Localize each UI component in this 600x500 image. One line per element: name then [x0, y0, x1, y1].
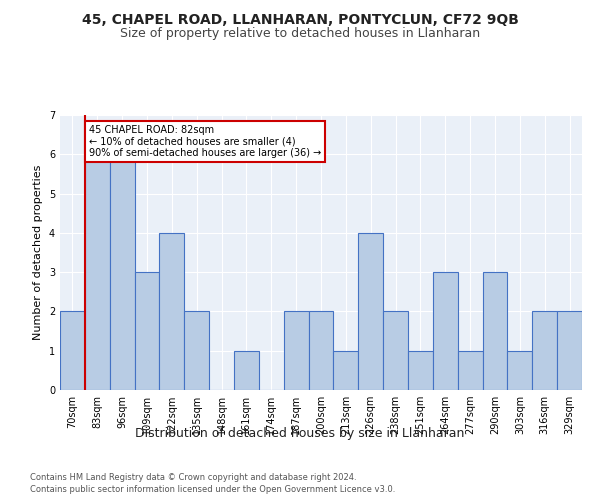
- Bar: [134, 272, 160, 390]
- Bar: [383, 312, 408, 390]
- Bar: [508, 350, 532, 390]
- Text: 45 CHAPEL ROAD: 82sqm
← 10% of detached houses are smaller (4)
90% of semi-detac: 45 CHAPEL ROAD: 82sqm ← 10% of detached …: [89, 125, 321, 158]
- Bar: [458, 350, 482, 390]
- Bar: [160, 233, 184, 390]
- Bar: [184, 312, 209, 390]
- Bar: [110, 154, 134, 390]
- Text: 45, CHAPEL ROAD, LLANHARAN, PONTYCLUN, CF72 9QB: 45, CHAPEL ROAD, LLANHARAN, PONTYCLUN, C…: [82, 12, 518, 26]
- Text: Distribution of detached houses by size in Llanharan: Distribution of detached houses by size …: [136, 428, 464, 440]
- Bar: [482, 272, 508, 390]
- Text: Contains HM Land Registry data © Crown copyright and database right 2024.: Contains HM Land Registry data © Crown c…: [30, 472, 356, 482]
- Y-axis label: Number of detached properties: Number of detached properties: [34, 165, 43, 340]
- Text: Contains public sector information licensed under the Open Government Licence v3: Contains public sector information licen…: [30, 485, 395, 494]
- Bar: [308, 312, 334, 390]
- Bar: [433, 272, 458, 390]
- Bar: [85, 154, 110, 390]
- Bar: [532, 312, 557, 390]
- Bar: [358, 233, 383, 390]
- Bar: [557, 312, 582, 390]
- Bar: [234, 350, 259, 390]
- Bar: [334, 350, 358, 390]
- Bar: [60, 312, 85, 390]
- Text: Size of property relative to detached houses in Llanharan: Size of property relative to detached ho…: [120, 28, 480, 40]
- Bar: [284, 312, 308, 390]
- Bar: [408, 350, 433, 390]
